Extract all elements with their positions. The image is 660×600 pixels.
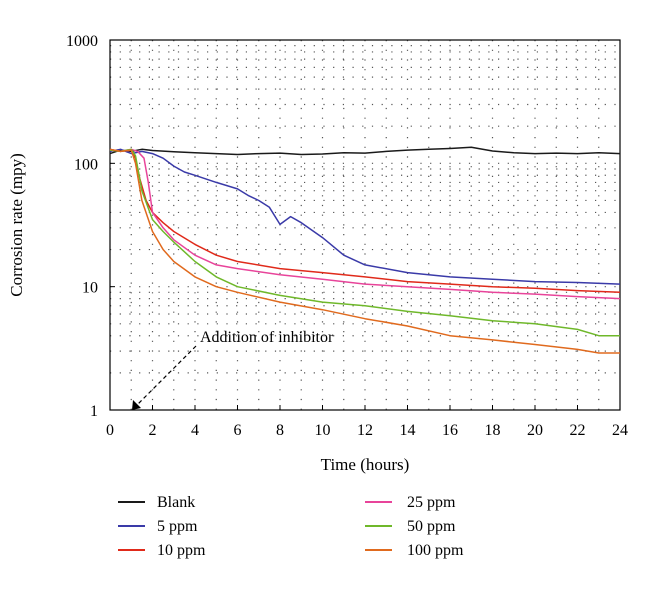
series-lines bbox=[109, 146, 621, 354]
series-line-25-ppm bbox=[109, 148, 621, 300]
series-line-blank bbox=[109, 146, 621, 156]
x-tick-label: 2 bbox=[149, 422, 157, 439]
x-tick-label: 8 bbox=[276, 422, 284, 439]
x-tick-label: 10 bbox=[315, 422, 331, 439]
y-tick-label: 100 bbox=[74, 156, 98, 173]
x-tick-label: 22 bbox=[570, 422, 586, 439]
series-line-100-ppm bbox=[109, 148, 620, 354]
x-tick-label: 16 bbox=[442, 422, 458, 439]
legend-label: 50 ppm bbox=[407, 518, 456, 535]
legend-label: 10 ppm bbox=[157, 542, 206, 559]
y-tick-label: 1 bbox=[90, 403, 98, 420]
x-tick-label: 14 bbox=[400, 422, 416, 439]
x-tick-label: 18 bbox=[485, 422, 501, 439]
legend-label: 5 ppm bbox=[157, 518, 198, 535]
grid bbox=[110, 40, 620, 410]
series-line-5-ppm bbox=[109, 148, 621, 285]
legend: Blank 5 ppm 10 ppm 25 ppm 50 ppm 100 ppm bbox=[118, 494, 464, 559]
annotation-arrow bbox=[133, 345, 197, 409]
x-tick-label: 0 bbox=[106, 422, 114, 439]
series-line-50-ppm bbox=[109, 148, 620, 337]
legend-label: 25 ppm bbox=[407, 494, 456, 511]
y-axis-title: Corrosion rate (mpy) bbox=[7, 153, 26, 297]
x-tick-label: 24 bbox=[612, 422, 628, 439]
legend-label: 100 ppm bbox=[407, 542, 464, 559]
y-tick-label: 10 bbox=[82, 280, 98, 297]
annotation: Addition of inhibitor bbox=[132, 329, 334, 410]
y-tick-label: 1000 bbox=[66, 33, 98, 50]
x-axis-title: Time (hours) bbox=[321, 455, 410, 474]
x-tick-label: 4 bbox=[191, 422, 199, 439]
arrow-head-icon bbox=[132, 400, 141, 410]
x-tick-label: 12 bbox=[357, 422, 373, 439]
x-tick-label: 20 bbox=[527, 422, 543, 439]
x-tick-label: 6 bbox=[234, 422, 242, 439]
legend-label: Blank bbox=[157, 494, 195, 511]
annotation-text: Addition of inhibitor bbox=[200, 329, 334, 346]
